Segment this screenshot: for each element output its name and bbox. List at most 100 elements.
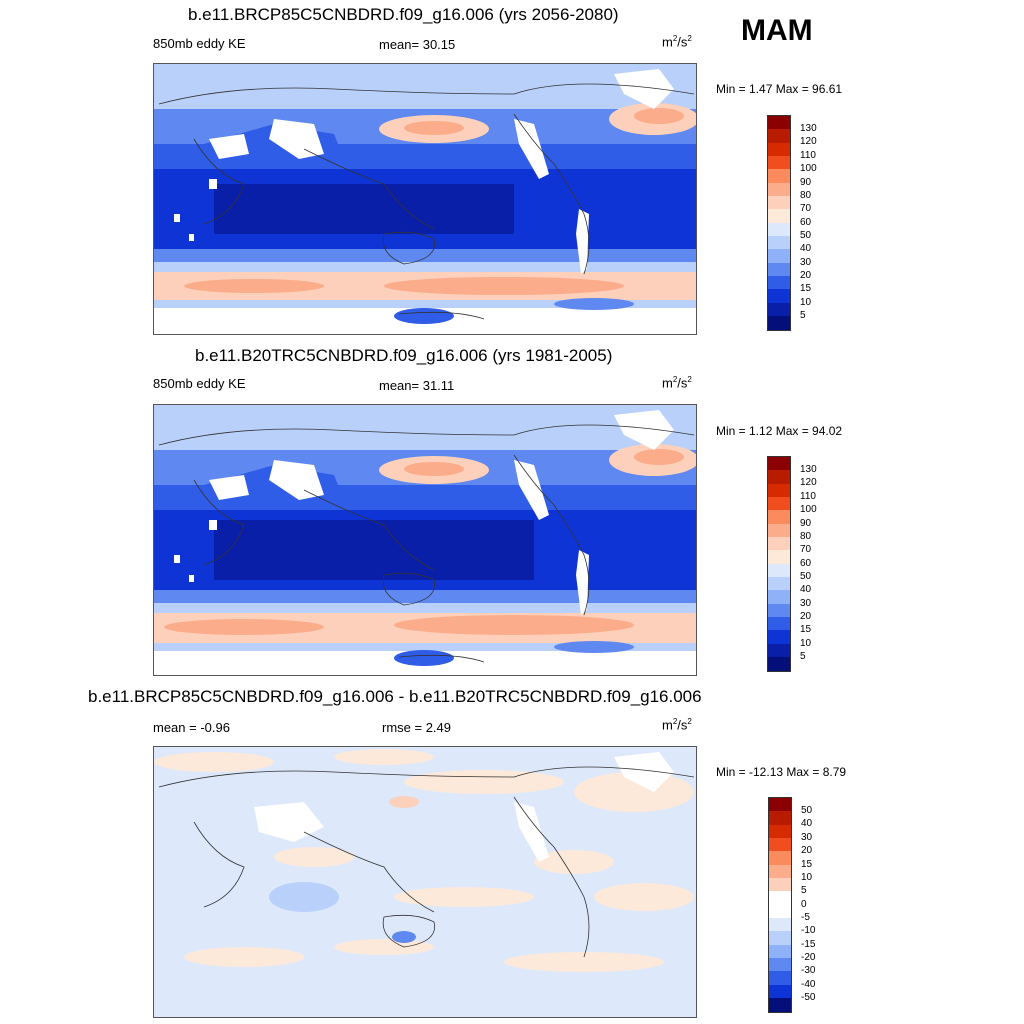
- colorbar-swatch: [768, 643, 790, 658]
- colorbar-swatch: [768, 289, 790, 303]
- colorbar-swatch: [768, 116, 790, 130]
- colorbar-swatch: [768, 617, 790, 631]
- colorbar-swatch: [768, 182, 790, 197]
- colorbar-label: 20: [800, 270, 812, 281]
- panel-2-title: b.e11.B20TRC5CNBDRD.f09_g16.006 (yrs 198…: [195, 346, 613, 365]
- colorbar-label: 10: [800, 638, 812, 649]
- colorbar-swatch: [768, 483, 790, 498]
- colorbar-swatch: [768, 603, 790, 618]
- panel-3-map-svg: [154, 747, 696, 1017]
- panel-3-mean-label: mean = -0.96: [153, 720, 230, 735]
- colorbar-swatch: [768, 222, 790, 237]
- colorbar-label: 10: [800, 297, 812, 308]
- colorbar-swatch: [768, 577, 790, 591]
- colorbar-swatch: [769, 798, 791, 812]
- colorbar-swatch: [768, 142, 790, 157]
- panel-2-variable-label: 850mb eddy KE: [153, 376, 246, 391]
- colorbar-label: 60: [800, 217, 812, 228]
- colorbar-swatch: [769, 971, 791, 985]
- colorbar-label: 10: [801, 872, 813, 883]
- panel-1-mean-label: mean= 30.15: [379, 37, 456, 52]
- colorbar-label: 20: [801, 845, 813, 856]
- colorbar-label: 80: [800, 190, 812, 201]
- panel-1-map-svg: [154, 64, 696, 334]
- colorbar-swatch: [768, 276, 790, 290]
- colorbar-swatch: [768, 497, 790, 511]
- colorbar-label: 120: [800, 136, 817, 147]
- colorbar-label: -15: [801, 939, 816, 950]
- colorbar-label: 90: [800, 518, 812, 529]
- colorbar-swatch: [769, 958, 791, 972]
- colorbar-label: -5: [801, 912, 810, 923]
- colorbar-label: -40: [801, 979, 816, 990]
- panel-1-minmax: Min = 1.47 Max = 96.61: [716, 82, 843, 96]
- colorbar-label: 100: [800, 163, 817, 174]
- colorbar-swatch: [769, 998, 791, 1012]
- colorbar-swatch: [768, 550, 790, 564]
- colorbar-swatch: [769, 824, 791, 839]
- season-label: MAM: [741, 14, 813, 47]
- panel-3-units: m2/s2: [662, 717, 692, 733]
- colorbar-swatch: [768, 657, 790, 671]
- colorbar-swatch: [768, 563, 790, 578]
- panel-3-rmse-label: rmse = 2.49: [382, 720, 452, 735]
- colorbar-label: 130: [800, 123, 817, 134]
- colorbar-label: -30: [801, 965, 816, 976]
- colorbar-label: 30: [800, 257, 812, 268]
- colorbar-label: -10: [801, 925, 816, 936]
- panel-2-mean-label: mean= 31.11: [379, 378, 455, 393]
- colorbar-swatch: [768, 196, 790, 210]
- colorbar-swatch: [768, 523, 790, 538]
- panel-2-minmax: Min = 1.12 Max = 94.02: [716, 424, 843, 438]
- colorbar-label: 0: [801, 899, 807, 910]
- colorbar-swatch: [769, 891, 791, 905]
- panel-2-map-svg: [154, 405, 696, 675]
- colorbar-swatch: [769, 944, 791, 959]
- panel-3-minmax: Min = -12.13 Max = 8.79: [716, 765, 847, 779]
- colorbar-label: 70: [800, 203, 812, 214]
- colorbar-label: 50: [800, 571, 812, 582]
- colorbar-swatch: [769, 931, 791, 945]
- colorbar-label: 120: [800, 477, 817, 488]
- panel-2-colorbar: 130 120 110 100 90 80 70 60 50 40 30 20 …: [767, 456, 817, 672]
- colorbar-swatch: [768, 590, 790, 604]
- colorbar-swatch: [768, 302, 790, 317]
- colorbar-swatch: [768, 249, 790, 263]
- colorbar-label: 50: [801, 805, 813, 816]
- colorbar-label: 100: [800, 504, 817, 515]
- colorbar-swatch: [768, 236, 790, 250]
- colorbar-swatch: [769, 878, 791, 892]
- panel-1-colorbar: 130 120 110 100 90 80 70 60 50 40 30 20 …: [767, 115, 817, 331]
- colorbar-label: 15: [800, 624, 812, 635]
- colorbar-label: 30: [801, 832, 813, 843]
- colorbar-swatch: [769, 838, 791, 852]
- colorbar-label: 90: [800, 177, 812, 188]
- colorbar-label: 30: [800, 598, 812, 609]
- panel-1-units: m2/s2: [662, 34, 692, 50]
- colorbar-swatch: [768, 457, 790, 471]
- colorbar-swatch: [769, 918, 791, 932]
- colorbar-label: 130: [800, 464, 817, 475]
- colorbar-label: 60: [800, 558, 812, 569]
- colorbar-label: 110: [800, 150, 816, 161]
- panel-3-title: b.e11.BRCP85C5CNBDRD.f09_g16.006 - b.e11…: [88, 687, 702, 706]
- colorbar-label: 80: [800, 531, 812, 542]
- colorbar-label: 110: [800, 491, 816, 502]
- colorbar-label: 50: [800, 230, 812, 241]
- panel-2-units: m2/s2: [662, 375, 692, 391]
- colorbar-swatch: [768, 209, 790, 223]
- colorbar-swatch: [769, 811, 791, 825]
- colorbar-swatch: [769, 984, 791, 999]
- colorbar-swatch: [769, 851, 791, 865]
- colorbar-label: -50: [801, 992, 816, 1003]
- colorbar-swatch: [769, 864, 791, 879]
- colorbar-label: 70: [800, 544, 812, 555]
- colorbar-swatch: [768, 169, 790, 183]
- colorbar-label: -20: [801, 952, 816, 963]
- colorbar-swatch: [768, 316, 790, 330]
- panel-1-map: [153, 63, 697, 335]
- colorbar-label: 5: [800, 651, 806, 662]
- colorbar-label: 5: [800, 310, 806, 321]
- colorbar-label: 40: [800, 584, 812, 595]
- panel-3-colorbar: 50 40 30 20 15 10 5 0 -5 -10 -15 -20 -30…: [768, 797, 815, 1013]
